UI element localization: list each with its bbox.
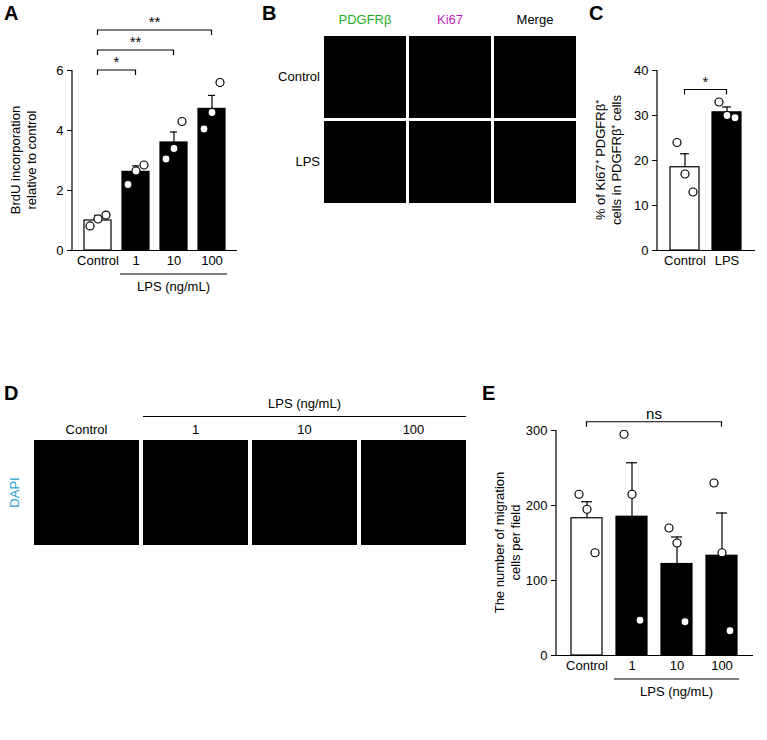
html-text:1: 1 bbox=[191, 422, 200, 437]
svg-text:cells per field: cells per field bbox=[508, 505, 523, 581]
svg-text:2: 2 bbox=[56, 183, 63, 198]
html-text:PDGFRβ: PDGFRβ bbox=[338, 12, 392, 27]
svg-text:4: 4 bbox=[56, 123, 63, 138]
svg-text:6: 6 bbox=[56, 63, 63, 78]
svg-text:1: 1 bbox=[132, 253, 139, 268]
html-text:Merge: Merge bbox=[516, 12, 554, 27]
svg-text:*: * bbox=[703, 73, 709, 90]
svg-text:LPS: LPS bbox=[715, 253, 740, 268]
html-text:A: A bbox=[4, 2, 19, 24]
svg-text:0: 0 bbox=[540, 648, 547, 663]
svg-text:Control: Control bbox=[566, 658, 608, 673]
svg-text:1: 1 bbox=[628, 658, 635, 673]
svg-text:0: 0 bbox=[641, 243, 648, 258]
svg-text:40: 40 bbox=[634, 63, 648, 78]
html-text:E: E bbox=[482, 382, 496, 404]
svg-text:**: ** bbox=[130, 33, 142, 50]
html-text:B: B bbox=[262, 2, 277, 24]
svg-text:LPS (ng/mL): LPS (ng/mL) bbox=[137, 279, 210, 294]
svg-text:relative to control: relative to control bbox=[24, 110, 39, 209]
svg-text:Control: Control bbox=[664, 253, 706, 268]
svg-text:300: 300 bbox=[526, 423, 548, 438]
svg-text:LPS (ng/mL): LPS (ng/mL) bbox=[640, 684, 713, 699]
svg-text:**: ** bbox=[149, 13, 161, 30]
html-text:Control: Control bbox=[65, 422, 108, 437]
html-text:LPS (ng/mL): LPS (ng/mL) bbox=[268, 396, 341, 411]
svg-text:100: 100 bbox=[711, 658, 733, 673]
svg-text:10: 10 bbox=[167, 253, 181, 268]
svg-text:200: 200 bbox=[526, 498, 548, 513]
svg-text:0: 0 bbox=[56, 243, 63, 258]
svg-text:100: 100 bbox=[526, 573, 548, 588]
svg-text:BrdU incorporation: BrdU incorporation bbox=[8, 106, 23, 214]
html-text:Ki67: Ki67 bbox=[437, 12, 463, 27]
svg-text:ns: ns bbox=[646, 405, 662, 422]
svg-text:% of Ki67⁺ PDGFRβ⁺: % of Ki67⁺ PDGFRβ⁺ bbox=[593, 100, 608, 220]
svg-text:10: 10 bbox=[670, 658, 684, 673]
svg-text:20: 20 bbox=[634, 153, 648, 168]
html-text:10: 10 bbox=[297, 422, 312, 437]
svg-text:30: 30 bbox=[634, 108, 648, 123]
html-text:DAPI: DAPI bbox=[6, 476, 22, 508]
svg-text:Control: Control bbox=[77, 253, 119, 268]
html-text:D: D bbox=[4, 382, 19, 404]
svg-text:cells in PDGFRβ⁺ cells: cells in PDGFRβ⁺ cells bbox=[609, 95, 624, 225]
html-text:100: 100 bbox=[402, 422, 425, 437]
svg-text:The number of migration: The number of migration bbox=[492, 472, 507, 614]
svg-text:10: 10 bbox=[634, 198, 648, 213]
svg-text:100: 100 bbox=[201, 253, 223, 268]
html-text:C: C bbox=[589, 2, 604, 24]
html-text:LPS: LPS bbox=[295, 154, 320, 169]
html-text:Control: Control bbox=[278, 69, 320, 84]
svg-text:*: * bbox=[114, 53, 120, 70]
